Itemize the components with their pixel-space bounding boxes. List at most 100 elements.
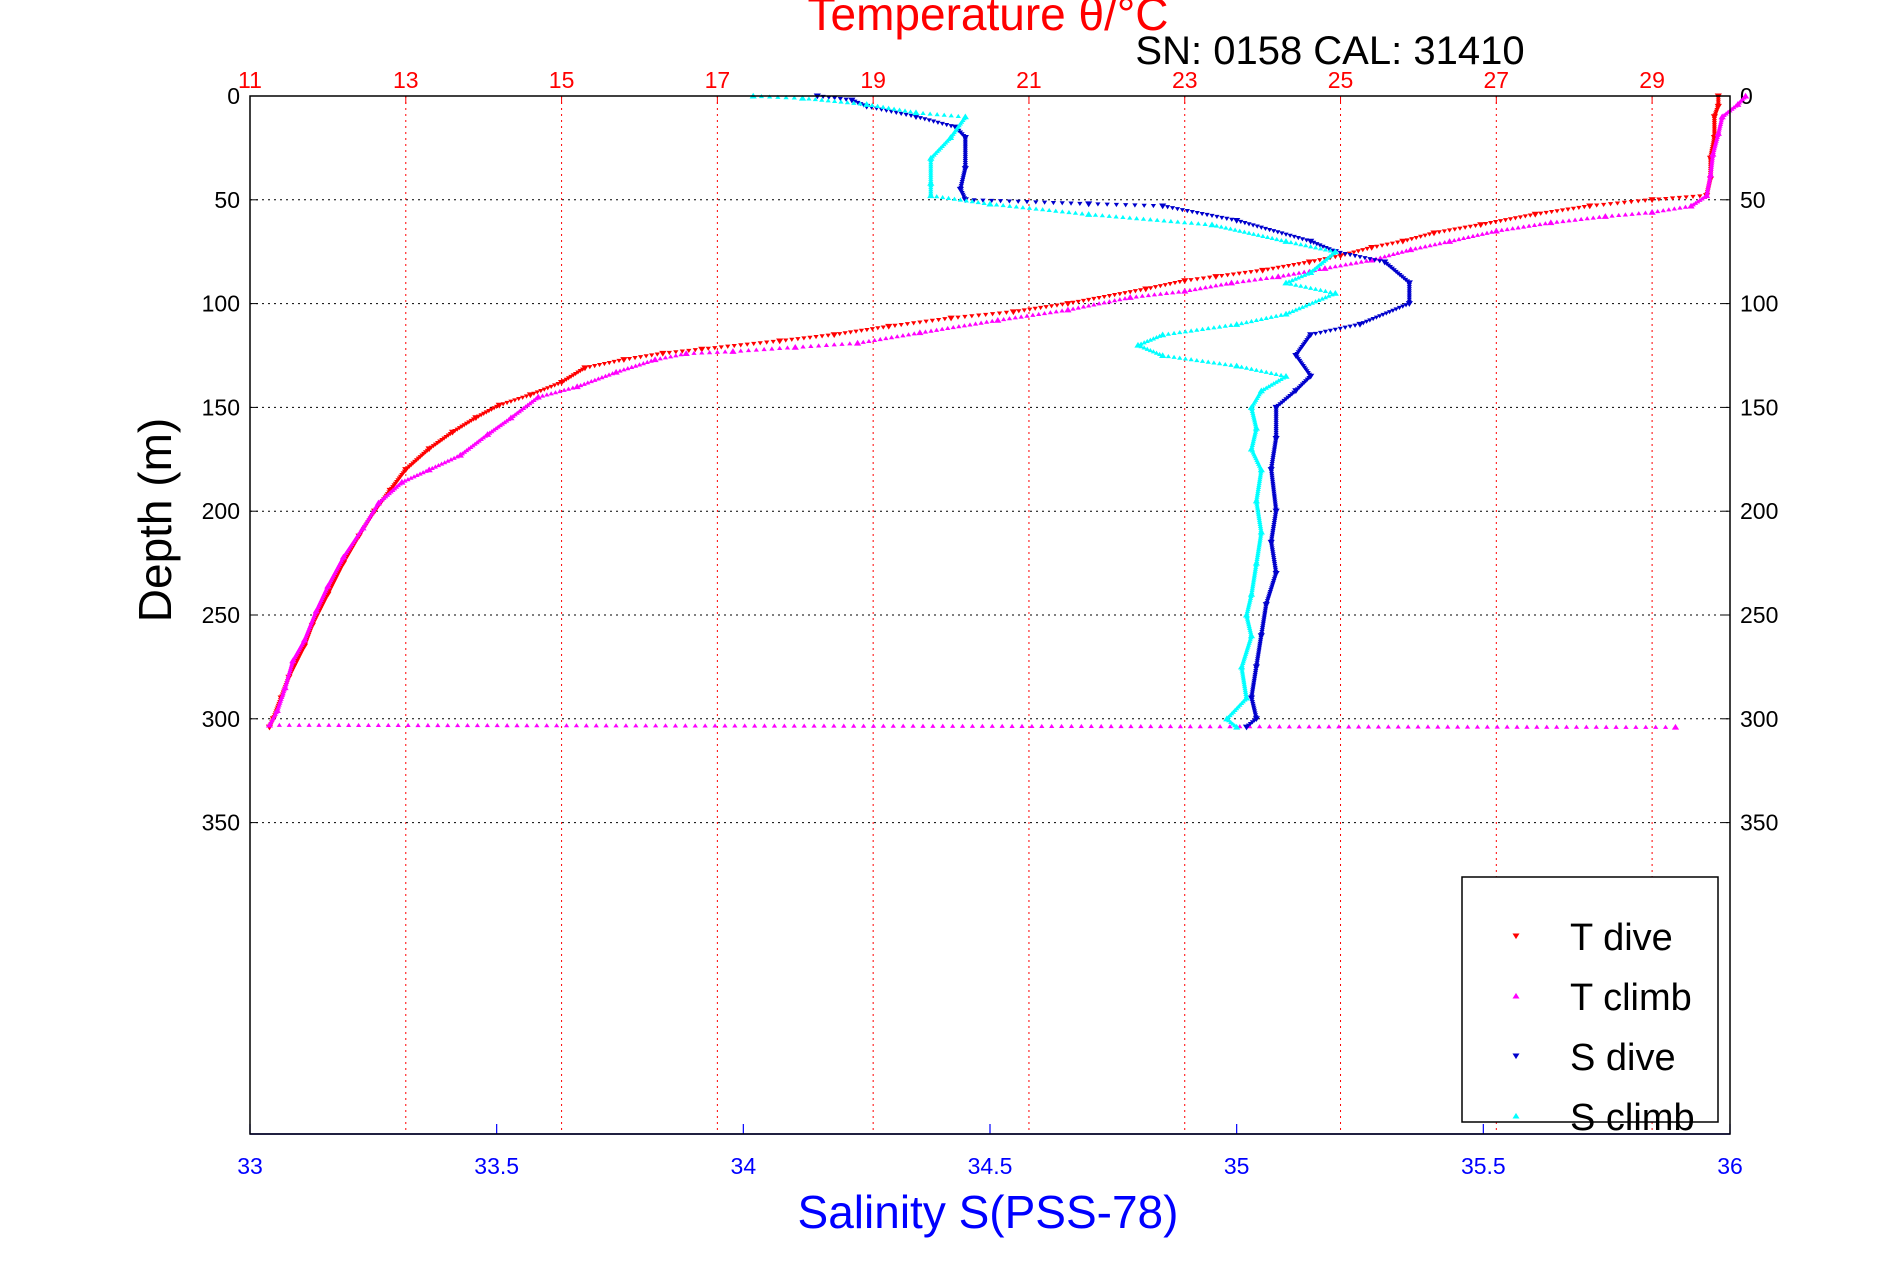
marker-t-climb (1332, 264, 1338, 269)
marker-t-climb (1317, 266, 1323, 272)
marker-t-climb (883, 335, 889, 341)
marker-t-dive (1488, 221, 1494, 226)
marker-t-climb (578, 382, 584, 388)
data-point-s-climb (1247, 632, 1256, 639)
marker-s-dive (1242, 221, 1248, 226)
marker-t-dive (955, 315, 961, 320)
marker-t-climb (1024, 313, 1030, 318)
marker-t-dive (456, 426, 463, 431)
marker-t-dive (1219, 274, 1225, 279)
marker-t-climb (445, 458, 451, 463)
marker-t-climb (534, 723, 540, 728)
marker-t-dive (1351, 250, 1357, 255)
marker-s-dive (1174, 207, 1181, 212)
marker-t-climb (1326, 724, 1332, 729)
marker-t-dive (679, 349, 685, 354)
legend-label-s-climb: S climb (1570, 1097, 1695, 1139)
marker-t-climb (1019, 723, 1025, 728)
marker-s-dive (926, 118, 932, 123)
data-point-t-climb (300, 636, 309, 643)
data-point-s-climb (1085, 211, 1093, 217)
depth-tick-label-right: 200 (1740, 498, 1778, 524)
marker-t-climb (742, 723, 748, 728)
marker-s-dive (1295, 236, 1301, 241)
data-point-t-dive (698, 346, 706, 353)
marker-t-climb (1227, 724, 1233, 729)
marker-s-climb (1266, 384, 1272, 389)
marker-t-dive (1317, 258, 1323, 263)
data-point-t-climb (1445, 238, 1454, 244)
marker-t-dive (1409, 237, 1415, 242)
marker-t-climb (1584, 216, 1590, 221)
marker-s-climb (1289, 308, 1296, 314)
marker-t-climb (629, 364, 635, 369)
marker-s-climb (1066, 209, 1072, 215)
marker-s-climb (951, 196, 958, 201)
marker-s-climb (1298, 283, 1304, 288)
marker-s-climb (1288, 240, 1294, 245)
marker-t-climb (1479, 231, 1485, 236)
data-point-s-dive (1307, 332, 1315, 338)
marker-s-climb (1295, 275, 1301, 280)
marker-t-dive (1070, 300, 1076, 305)
marker-s-climb (941, 112, 947, 117)
marker-t-climb (1537, 221, 1543, 227)
marker-t-climb (1633, 724, 1639, 729)
marker-t-climb (1489, 229, 1495, 234)
marker-s-climb (1026, 205, 1033, 210)
marker-s-climb (1317, 246, 1324, 251)
marker-s-climb (1243, 365, 1250, 370)
marker-s-dive (855, 100, 861, 105)
data-point-t-climb (573, 383, 581, 390)
marker-t-dive (1355, 249, 1361, 254)
marker-s-climb (1188, 357, 1194, 362)
marker-s-climb (1140, 216, 1147, 221)
marker-s-climb (1099, 213, 1105, 218)
depth-tick-label-right: 100 (1740, 291, 1778, 317)
data-point-s-dive (1267, 467, 1275, 473)
marker-t-climb (722, 723, 728, 728)
marker-t-dive (801, 336, 807, 341)
marker-t-climb (1386, 253, 1392, 258)
marker-s-climb (1106, 213, 1112, 218)
marker-t-climb (1039, 723, 1045, 728)
marker-s-climb (1059, 209, 1065, 214)
data-point-t-dive (1142, 286, 1150, 293)
marker-t-dive (1538, 211, 1544, 216)
marker-t-climb (544, 723, 550, 728)
marker-t-climb (1405, 724, 1411, 729)
marker-t-climb (989, 318, 995, 323)
data-point-t-climb (1601, 213, 1609, 219)
marker-t-climb (1653, 724, 1659, 729)
marker-s-climb (775, 94, 781, 99)
marker-t-climb (1030, 312, 1036, 317)
marker-t-dive (1581, 205, 1587, 210)
marker-t-dive (858, 328, 865, 333)
marker-s-climb (1253, 367, 1259, 372)
marker-t-climb (581, 381, 587, 386)
marker-t-climb (306, 722, 312, 727)
marker-t-dive (1436, 230, 1442, 235)
depth-tick-label-left: 350 (202, 810, 240, 836)
marker-s-dive (1314, 242, 1320, 247)
marker-s-climb (1239, 364, 1245, 369)
data-point-t-climb (1671, 723, 1680, 730)
marker-t-climb (1677, 205, 1683, 210)
marker-t-climb (761, 723, 768, 728)
marker-t-climb (561, 387, 567, 392)
marker-s-climb (993, 202, 1000, 207)
marker-t-dive (1086, 297, 1092, 303)
marker-t-climb (702, 723, 708, 728)
marker-s-climb (1303, 284, 1309, 289)
marker-t-climb (1515, 225, 1521, 230)
marker-t-climb (448, 457, 454, 462)
data-point-s-climb (1242, 694, 1251, 701)
marker-t-climb (722, 349, 728, 354)
marker-t-climb (1158, 724, 1164, 729)
marker-t-climb (296, 722, 302, 727)
marker-t-dive (552, 383, 558, 388)
marker-t-climb (1187, 287, 1193, 293)
data-point-t-dive (472, 415, 480, 422)
data-point-t-dive (1714, 103, 1722, 110)
marker-t-dive (1106, 294, 1113, 299)
